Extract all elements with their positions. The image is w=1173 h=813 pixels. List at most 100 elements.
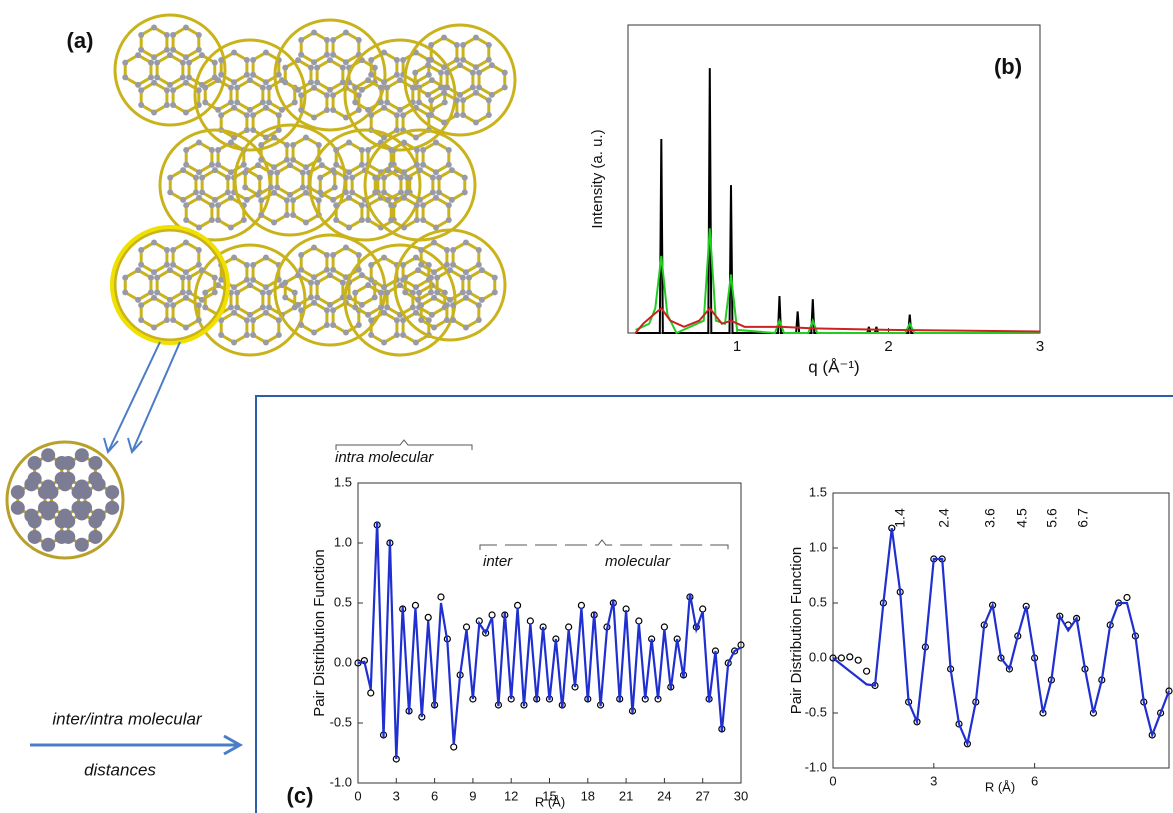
atom [244, 57, 250, 63]
atom [303, 164, 309, 170]
hexagon [173, 243, 199, 273]
atom [450, 247, 456, 253]
atom [41, 480, 55, 494]
atom [266, 290, 272, 296]
atom [183, 269, 189, 275]
atom [260, 99, 266, 105]
peak-label: 1.4 [892, 508, 908, 528]
x-tick-label: 0 [829, 773, 836, 788]
atom [418, 247, 424, 253]
atom [442, 99, 448, 105]
atom [444, 84, 450, 90]
atom [401, 169, 407, 175]
atom [444, 247, 450, 253]
atom [412, 70, 418, 76]
atom [388, 202, 394, 208]
atom [346, 169, 352, 175]
atom [356, 107, 362, 113]
hexagon [423, 143, 449, 173]
atom [11, 501, 25, 515]
atom [460, 57, 466, 63]
atom [260, 85, 266, 91]
y-tick-label: 0.0 [334, 654, 352, 669]
atom [454, 57, 460, 63]
atom [346, 224, 352, 230]
atom [215, 202, 221, 208]
atom [359, 272, 365, 278]
atom [492, 289, 498, 295]
atom [460, 289, 466, 295]
atom [122, 289, 128, 295]
atom [183, 217, 189, 223]
atom [154, 74, 160, 80]
atom [242, 184, 248, 190]
atom [196, 47, 202, 53]
x-tick-label: 27 [695, 788, 709, 803]
atom [167, 267, 173, 273]
x-tick-label: 12 [504, 788, 518, 803]
atom [196, 224, 202, 230]
hexagon [125, 55, 151, 85]
panel-label: (c) [287, 783, 314, 808]
peak-label: 5.6 [1044, 508, 1060, 528]
atom [420, 162, 426, 168]
atom [228, 99, 234, 105]
y-tick-label: 0.0 [809, 649, 827, 664]
atom [428, 57, 434, 63]
atom [359, 302, 365, 308]
atom [271, 190, 277, 196]
atom [340, 65, 346, 71]
atom [164, 47, 170, 53]
atom [164, 247, 170, 253]
atom [314, 280, 320, 286]
x-tick-label: 21 [619, 788, 633, 803]
atom [388, 217, 394, 223]
atom [55, 514, 69, 528]
atom [352, 304, 358, 310]
atom [413, 284, 419, 290]
atom [402, 275, 408, 281]
x-tick-label: 9 [469, 788, 476, 803]
atom [271, 219, 277, 225]
atom [183, 240, 189, 246]
x-tick-label: 6 [431, 788, 438, 803]
atom [457, 92, 463, 98]
atom [372, 294, 378, 300]
atom [300, 170, 306, 176]
atom [186, 275, 192, 281]
atom [401, 195, 407, 201]
atom [368, 317, 374, 323]
atom [359, 87, 365, 93]
atom [394, 332, 400, 338]
atom [368, 72, 374, 78]
atom [324, 107, 330, 113]
caption: inter/intra molecular [52, 709, 203, 728]
atom [450, 262, 456, 268]
hexagon [301, 303, 327, 333]
atom [317, 189, 323, 195]
atom [202, 99, 208, 105]
atom [365, 147, 371, 153]
atom [330, 267, 336, 273]
atom [303, 190, 309, 196]
atom [138, 302, 144, 308]
hexagon [285, 60, 311, 90]
atom [151, 324, 157, 330]
atom [244, 112, 250, 118]
atom [311, 274, 317, 280]
atom [180, 289, 186, 295]
atom [404, 175, 410, 181]
y-tick-label: -0.5 [330, 714, 352, 729]
atom [311, 300, 317, 306]
atom [209, 162, 215, 168]
atom [398, 189, 404, 195]
atom [388, 162, 394, 168]
atom [263, 284, 269, 290]
atom [365, 312, 371, 318]
atom [426, 72, 432, 78]
atom [88, 456, 102, 470]
atom [413, 134, 419, 140]
atom [135, 82, 141, 88]
atom [489, 62, 495, 68]
atom [258, 197, 264, 203]
